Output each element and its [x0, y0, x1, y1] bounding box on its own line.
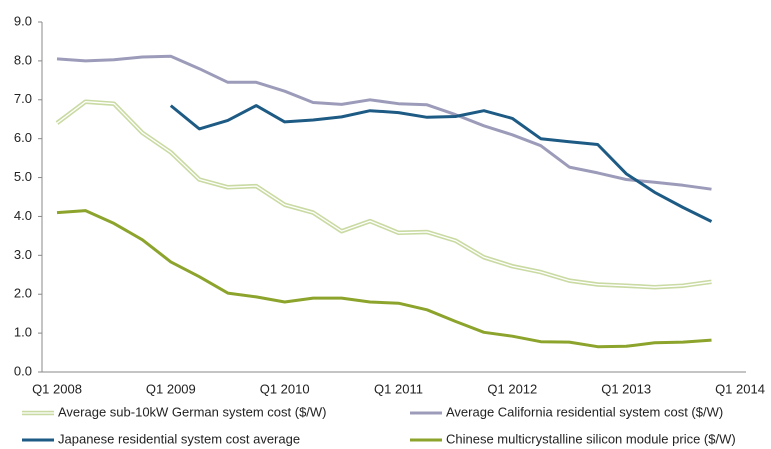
y-tick-label: 1.0 [14, 325, 32, 340]
y-tick-label: 0.0 [14, 363, 32, 378]
legend-label: Japanese residential system cost average [58, 431, 300, 446]
legend-label: Average sub-10kW German system cost ($/W… [58, 404, 327, 419]
y-tick-label: 4.0 [14, 208, 32, 223]
y-tick-label: 7.0 [14, 91, 32, 106]
series-line-inner [56, 101, 712, 288]
y-tick-label: 6.0 [14, 130, 32, 145]
x-tick-label: Q1 2009 [146, 381, 196, 396]
x-tick-label: Q1 2013 [601, 381, 651, 396]
legend-label: Chinese multicrystalline silicon module … [446, 431, 736, 446]
series-line [56, 54, 712, 191]
x-tick-label: Q1 2012 [487, 381, 537, 396]
legend-label: Average California residential system co… [446, 404, 723, 419]
y-tick-label: 9.0 [14, 13, 32, 28]
series-line [169, 104, 713, 223]
series-line [55, 99, 712, 290]
x-tick-label: Q1 2011 [374, 381, 423, 396]
y-tick-label: 5.0 [14, 169, 32, 184]
x-tick-label: Q1 2010 [260, 381, 310, 396]
y-tick-label: 8.0 [14, 52, 32, 67]
y-tick-label: 2.0 [14, 286, 32, 301]
x-tick-label: Q1 2008 [32, 381, 82, 396]
y-tick-label: 3.0 [14, 247, 32, 262]
series-line [56, 209, 712, 349]
x-tick-label: Q1 2014 [715, 381, 765, 396]
